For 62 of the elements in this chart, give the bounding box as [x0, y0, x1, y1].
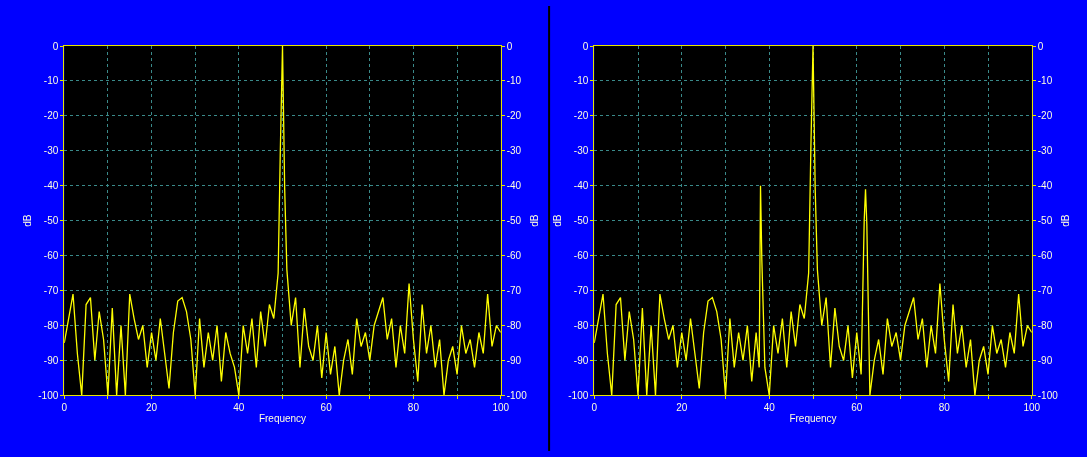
y2-tick-label: -100 — [506, 389, 528, 401]
y2-tick-label: -10 — [506, 75, 522, 87]
x-tick-label: 40 — [233, 402, 245, 414]
y-tick-label: 0 — [52, 40, 59, 52]
y2-tick-label: -70 — [506, 285, 522, 297]
x-tick-label: 20 — [676, 402, 688, 414]
y2-tick-label: 0 — [506, 40, 513, 52]
y2-tick-label: -40 — [506, 180, 522, 192]
y2-tick-label: -60 — [1037, 250, 1053, 262]
y2-tick-label: -80 — [506, 320, 522, 332]
y2-tick-label: -30 — [506, 145, 522, 157]
y-tick-label: -70 — [573, 285, 589, 297]
y2-tick-label: -70 — [1037, 285, 1053, 297]
y-tick-label: -30 — [573, 145, 589, 157]
y-tick-label: -40 — [573, 180, 589, 192]
y-tick-label: -90 — [43, 354, 59, 366]
y2-tick-label: -50 — [506, 215, 522, 227]
x-axis-title: Frequency — [258, 412, 307, 424]
x-tick-label: 60 — [320, 402, 333, 414]
y2-tick-label: -20 — [1037, 110, 1053, 122]
y2-tick-label: -40 — [1037, 180, 1053, 192]
y-tick-label: -20 — [573, 110, 589, 122]
y2-tick-label: -90 — [1037, 354, 1053, 366]
y-tick-label: -20 — [43, 110, 59, 122]
x-tick-label: 100 — [1023, 402, 1041, 414]
y-tick-label: -80 — [573, 320, 589, 332]
y-tick-label: -100 — [38, 389, 59, 401]
y2-axis-title: dB — [528, 214, 540, 227]
y-axis-title: dB — [22, 214, 34, 227]
y-tick-label: 0 — [582, 40, 589, 52]
y-tick-label: -100 — [568, 389, 589, 401]
y2-tick-label: 0 — [1037, 40, 1044, 52]
x-tick-label: 40 — [763, 402, 776, 414]
y2-tick-label: -10 — [1037, 75, 1053, 87]
y-tick-label: -30 — [43, 145, 59, 157]
x-tick-label: 20 — [146, 402, 158, 414]
y2-tick-label: -20 — [506, 110, 522, 122]
y-tick-label: -60 — [573, 250, 589, 262]
y-axis-title: dB — [552, 214, 564, 227]
y2-tick-label: -60 — [506, 250, 522, 262]
x-tick-label: 0 — [61, 402, 68, 414]
y2-tick-label: -90 — [506, 354, 522, 366]
y-tick-label: -80 — [43, 320, 59, 332]
x-tick-label: 80 — [407, 402, 420, 414]
y-tick-label: -70 — [43, 285, 59, 297]
y2-axis-title: dB — [1059, 214, 1071, 227]
x-tick-label: 0 — [591, 402, 598, 414]
x-axis-title: Frequency — [789, 412, 837, 424]
y-tick-label: -10 — [43, 75, 59, 87]
y-tick-label: -50 — [43, 215, 59, 227]
x-tick-label: 100 — [492, 402, 510, 414]
y2-tick-label: -80 — [1037, 320, 1053, 332]
y2-tick-label: -30 — [1037, 145, 1053, 157]
y2-tick-label: -50 — [1037, 215, 1053, 227]
y-tick-label: -60 — [43, 250, 59, 262]
y2-tick-label: -100 — [1037, 389, 1059, 401]
y-tick-label: -40 — [43, 180, 59, 192]
y-tick-label: -10 — [573, 75, 589, 87]
x-tick-label: 60 — [851, 402, 863, 414]
x-tick-label: 80 — [938, 402, 951, 414]
y-tick-label: -90 — [573, 354, 589, 366]
y-tick-label: -50 — [573, 215, 589, 227]
